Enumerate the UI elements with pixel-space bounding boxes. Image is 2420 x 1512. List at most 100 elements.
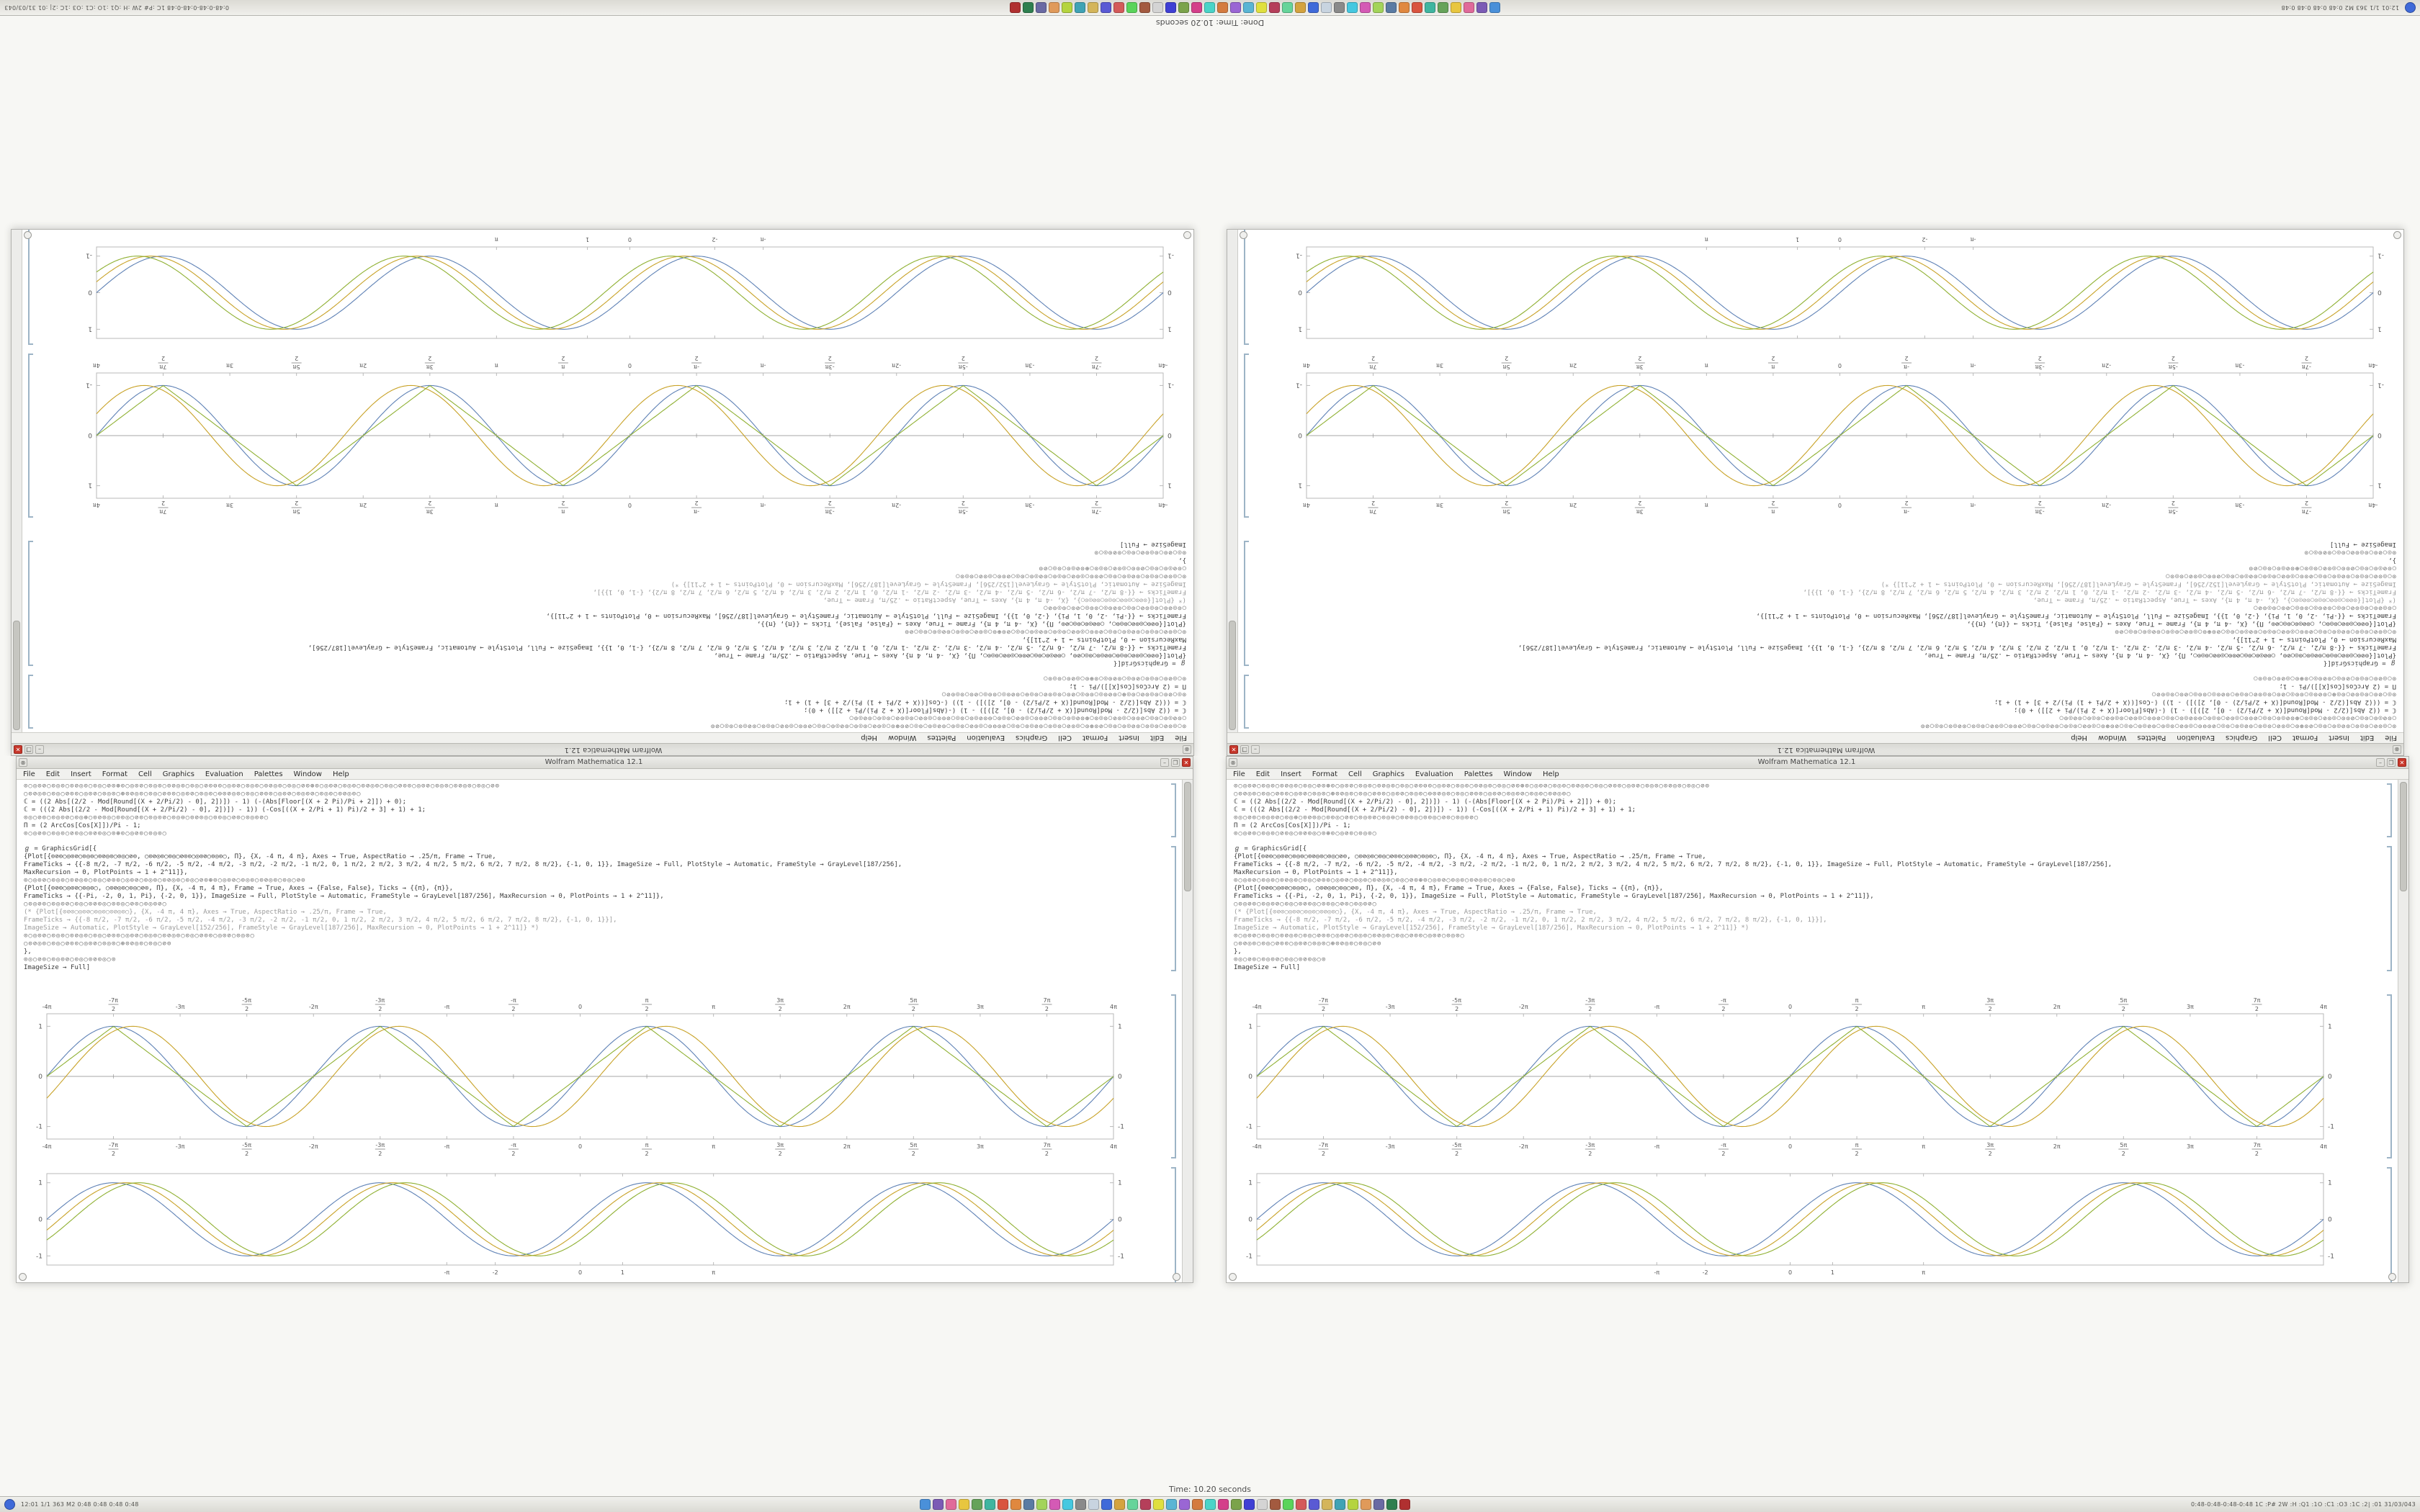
taskbar-app-icon[interactable] (1451, 2, 1462, 13)
code-line[interactable]: ⊙○◎⊙⊘○⊙◎⊙○⊙⊘◎⊙○⊙◎○⊘⊙⊙○◎⊙⊘○⊙◎⊙○⊙⊘◎⊙○⊙◎○⊘⊙… (1234, 877, 1516, 884)
taskbar-app-icon[interactable] (932, 1499, 944, 1510)
code-line[interactable]: ℊ = GraphicsGrid[{ (1234, 845, 1307, 852)
taskbar-app-icon[interactable] (1360, 1499, 1371, 1510)
window-titlebar[interactable]: ⊗ Wolfram Mathematica 12.1 – ❐ ✕ (1227, 743, 2403, 755)
code-line[interactable]: ○⊙⊘◎⊙○⊙◎○⊘⊙⊙○◎⊙⊘○⊙◎⊙○⊕⊙⊘◎⊙○⊙◎○⊘⊙ (1234, 940, 1382, 948)
menu-insert[interactable]: Insert (71, 770, 91, 778)
taskbar-app-icon[interactable] (1152, 1499, 1164, 1510)
menu-graphics[interactable]: Graphics (1372, 770, 1404, 778)
code-line[interactable]: ℂ = ((2 Abs[(2/2 - Mod[Round[(X + 2/Pi/2… (803, 706, 1186, 714)
menu-graphics[interactable]: Graphics (1016, 734, 1048, 742)
resize-knob-right[interactable] (2388, 1273, 2396, 1281)
cell-bracket[interactable] (28, 675, 33, 729)
taskbar-app-icon[interactable] (1010, 1499, 1021, 1510)
taskbar-app-icon[interactable] (1373, 2, 1384, 13)
taskbar-app-icon[interactable] (1243, 1499, 1255, 1510)
code-line[interactable]: }, (2388, 557, 2396, 564)
taskbar-app-icon[interactable] (1464, 2, 1475, 13)
code-line[interactable]: Π = (2 ArcCos[Cos[X]])/Pi - 1; (2279, 683, 2396, 690)
maximize-button[interactable]: ❐ (1240, 745, 1249, 754)
menu-insert[interactable]: Insert (1281, 770, 1301, 778)
code-line[interactable]: ℂ = (((2 Abs[(2/2 - Mod[Round[(X + 2/Pi/… (1994, 698, 2396, 706)
cell-bracket[interactable] (28, 354, 33, 518)
taskbar-app-icon[interactable] (1113, 2, 1125, 13)
taskbar-app-icon[interactable] (1269, 1499, 1281, 1510)
code-line[interactable]: ⊙○◎⊙⊘○⊙◎⊙○⊙⊘◎⊙○⊙◎○⊘⊙⊙○◎⊙⊘○⊙◎⊙○⊙⊘◎⊙○⊙◎○⊘⊙… (955, 572, 1186, 580)
code-line[interactable]: {Plot[{⊙⊘⊙○◎⊙⊘○⊙◎⊙○, ○⊙⊘◎⊙○⊙◎○⊘⊙, Π}, {X… (24, 885, 454, 892)
code-line[interactable]: ℂ = ((2 Abs[(2/2 - Mod[Round[(X + 2/Pi/2… (1234, 798, 1617, 806)
code-line[interactable]: ⊙◎○⊘⊙○⊙◎⊙⊘○⊙◎⊕○⊙⊘⊙◎○⊙⊙◎○⊘⊙○⊙◎⊙⊘○⊙◎⊖○⊙⊘⊙◎… (941, 690, 1186, 698)
cell-bracket[interactable] (1171, 846, 1176, 971)
taskbar-app-icon[interactable] (997, 1499, 1008, 1510)
code-line[interactable]: ℂ = (((2 Abs[(2/2 - Mod[Round[(X + 2/Pi/… (24, 806, 426, 814)
code-line[interactable]: ⊙○◎⊙⊘○⊙◎⊙○⊙⊘◎⊙○⊙◎○⊘⊙⊙○◎⊙⊘○⊙◎⊙○⊙⊘◎⊙○⊙◎○⊘⊙… (1234, 932, 1465, 940)
resize-knob-left[interactable] (1229, 1273, 1237, 1281)
cell-bracket[interactable] (28, 541, 33, 666)
taskbar-app-icon[interactable] (1282, 2, 1294, 13)
code-line[interactable]: (* {Plot[{⊙⊘⊙○◎⊙⊘○⊙◎⊙○⊙⊘◎⊙○}, {X, -4 π, … (1234, 909, 1597, 916)
window-titlebar[interactable]: ⊗ Wolfram Mathematica 12.1 – ❐ ✕ (12, 743, 1193, 755)
taskbar-app-icon[interactable] (1347, 2, 1358, 13)
code-line[interactable]: ℂ = ((2 Abs[(2/2 - Mod[Round[(X + 2/Pi/2… (2013, 706, 2396, 714)
scrollbar[interactable] (12, 230, 22, 732)
code-line[interactable]: {Plot[{⊙⊘⊙○◎⊙⊘○⊙◎⊙○, ○⊙⊘◎⊙○⊙◎○⊘⊙, Π}, {X… (756, 620, 1186, 627)
code-line[interactable]: ℊ = GraphicsGrid[{ (2323, 660, 2396, 667)
taskbar-app-icon[interactable] (1295, 1499, 1307, 1510)
menu-window[interactable]: Window (2098, 734, 2127, 742)
code-line[interactable]: ImageSize → Automatic, PlotStyle → GrayL… (1234, 924, 1749, 932)
taskbar-app-icon[interactable] (1321, 1499, 1332, 1510)
code-line[interactable]: MaxRecursion → 0, PlotPoints → 1 + 2^11]… (1234, 869, 1398, 876)
code-line[interactable]: MaxRecursion → 0, PlotPoints → 1 + 2^11]… (1022, 636, 1186, 643)
code-line[interactable]: FrameTicks → {{-8 π/2, -7 π/2, -6 π/2, -… (1803, 588, 2396, 595)
code-line[interactable]: FrameTicks → {{-8 π/2, -7 π/2, -6 π/2, -… (24, 917, 617, 924)
window-menu-button[interactable]: ⊗ (1229, 758, 1237, 767)
menu-file[interactable]: File (23, 770, 35, 778)
menu-edit[interactable]: Edit (1255, 770, 1270, 778)
resize-knob-right[interactable] (24, 231, 32, 239)
cell-bracket[interactable] (2387, 1167, 2392, 1282)
resize-knob-right[interactable] (1173, 1273, 1180, 1281)
menu-edit[interactable]: Edit (2360, 734, 2375, 742)
start-menu-icon[interactable] (2405, 2, 2416, 13)
code-line[interactable]: MaxRecursion → 0, PlotPoints → 1 + 2^11]… (24, 869, 188, 876)
code-line[interactable]: Π = (2 ArcCos[Cos[X]])/Pi - 1; (24, 822, 141, 829)
code-line[interactable]: ⊙○◎⊙⊘○⊙◎⊙○⊙⊘◎⊙○⊙◎○⊘⊙⊙○◎⊙⊘○⊙◎⊙○⊙⊘◎⊙○⊙◎○⊘⊙… (2114, 628, 2396, 635)
taskbar-app-icon[interactable] (1126, 1499, 1138, 1510)
notebook-content[interactable]: ⊙○◎⊙⊘○⊙◎⊙○⊙⊘◎⊙○⊙◎○⊘⊙⊕⊙○◎⊙⊘○⊙◎⊙○⊙⊘◎⊙○⊙◎○⊘… (1227, 780, 2398, 1282)
menu-file[interactable]: File (1175, 734, 1187, 742)
menu-palettes[interactable]: Palettes (927, 734, 956, 742)
code-line[interactable]: MaxRecursion → 0, PlotPoints → 1 + 2^11]… (2232, 636, 2396, 643)
menu-palettes[interactable]: Palettes (2137, 734, 2166, 742)
taskbar-app-icon[interactable] (1412, 2, 1423, 13)
menu-format[interactable]: Format (1312, 770, 1338, 778)
start-menu-icon[interactable] (4, 1499, 15, 1510)
code-line[interactable]: FrameTicks → {{-8 π/2, -7 π/2, -6 π/2, -… (308, 644, 1186, 651)
cell-bracket[interactable] (1244, 675, 1249, 729)
code-line[interactable]: ℊ = GraphicsGrid[{ (1113, 660, 1186, 667)
notebook-content[interactable]: ⊙○◎⊙⊘○⊙◎⊙○⊙⊘◎⊙○⊙◎○⊘⊙⊕⊙○◎⊙⊘○⊙◎⊙○⊙⊘◎⊙○⊙◎○⊘… (22, 230, 1193, 732)
code-cell[interactable]: ℊ = GraphicsGrid[{{Plot[{⊙⊘⊙○◎⊙⊘○⊙◎⊙○⊙⊘◎… (1234, 845, 2393, 972)
menu-window[interactable]: Window (293, 770, 322, 778)
code-line[interactable]: ⊙◎○⊘⊙○⊙◎⊙⊘○⊙◎⊕○⊙⊘⊙◎○⊙⊙◎○⊘⊙○⊙◎⊙⊘○⊙◎⊖○⊙⊘⊙◎… (1234, 814, 1479, 822)
code-line[interactable]: ImageSize → Automatic, PlotStyle → GrayL… (671, 580, 1186, 588)
code-line[interactable]: {Plot[{⊙⊘⊙○◎⊙⊘○⊙◎⊙○, ○⊙⊘◎⊙○⊙◎○⊘⊙, Π}, {X… (1966, 620, 2396, 627)
code-line[interactable]: FrameTicks → {{-Pi, -2, 0, 1, Pi}, {-2, … (546, 612, 1186, 619)
code-line[interactable]: ImageSize → Automatic, PlotStyle → GrayL… (1881, 580, 2396, 588)
taskbar-app-icon[interactable] (1204, 1499, 1216, 1510)
taskbar-app-icon[interactable] (1101, 1499, 1112, 1510)
code-line[interactable]: ○⊙⊘◎⊙○⊙◎○⊘⊙⊙○◎⊙⊘○⊙◎⊙○⊕⊙⊘◎⊙○⊙◎○⊘⊙⊙○◎⊙⊘○⊙◎… (1234, 791, 1572, 798)
taskbar-app-icon[interactable] (1062, 1499, 1073, 1510)
menu-evaluation[interactable]: Evaluation (1415, 770, 1453, 778)
taskbar-app-icon[interactable] (1139, 1499, 1151, 1510)
taskbar-app-icon[interactable] (1399, 1499, 1410, 1510)
cell-bracket[interactable] (1171, 1167, 1176, 1282)
resize-knob-left[interactable] (19, 1273, 27, 1281)
taskbar-app-icon[interactable] (919, 1499, 931, 1510)
taskbar-app-icon[interactable] (1438, 2, 1449, 13)
menu-file[interactable]: File (2385, 734, 2397, 742)
taskbar-app-icon[interactable] (1308, 1499, 1319, 1510)
code-line[interactable]: Π = (2 ArcCos[Cos[X]])/Pi - 1; (1069, 683, 1186, 690)
taskbar-app-icon[interactable] (1476, 2, 1488, 13)
code-line[interactable]: ○⊙◎⊘⊙○⊙◎⊙⊘○⊙◎○⊙⊘⊙◎○⊙⊙◎○⊘⊙○⊙◎⊙⊘○ (24, 901, 167, 908)
code-line[interactable]: ℂ = ((2 Abs[(2/2 - Mod[Round[(X + 2/Pi/2… (24, 798, 407, 806)
